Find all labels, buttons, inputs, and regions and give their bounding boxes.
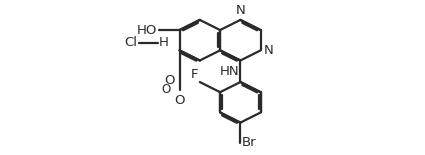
Text: F: F [190, 68, 198, 80]
Text: O: O [174, 94, 185, 107]
Text: Cl: Cl [125, 36, 138, 49]
Text: N: N [264, 44, 273, 57]
Text: Br: Br [242, 136, 257, 149]
Text: HO: HO [137, 24, 157, 37]
Text: HN: HN [220, 65, 240, 78]
Text: N: N [235, 4, 245, 17]
Text: H: H [159, 36, 169, 49]
Text: O: O [164, 74, 175, 87]
Text: O: O [162, 83, 171, 96]
